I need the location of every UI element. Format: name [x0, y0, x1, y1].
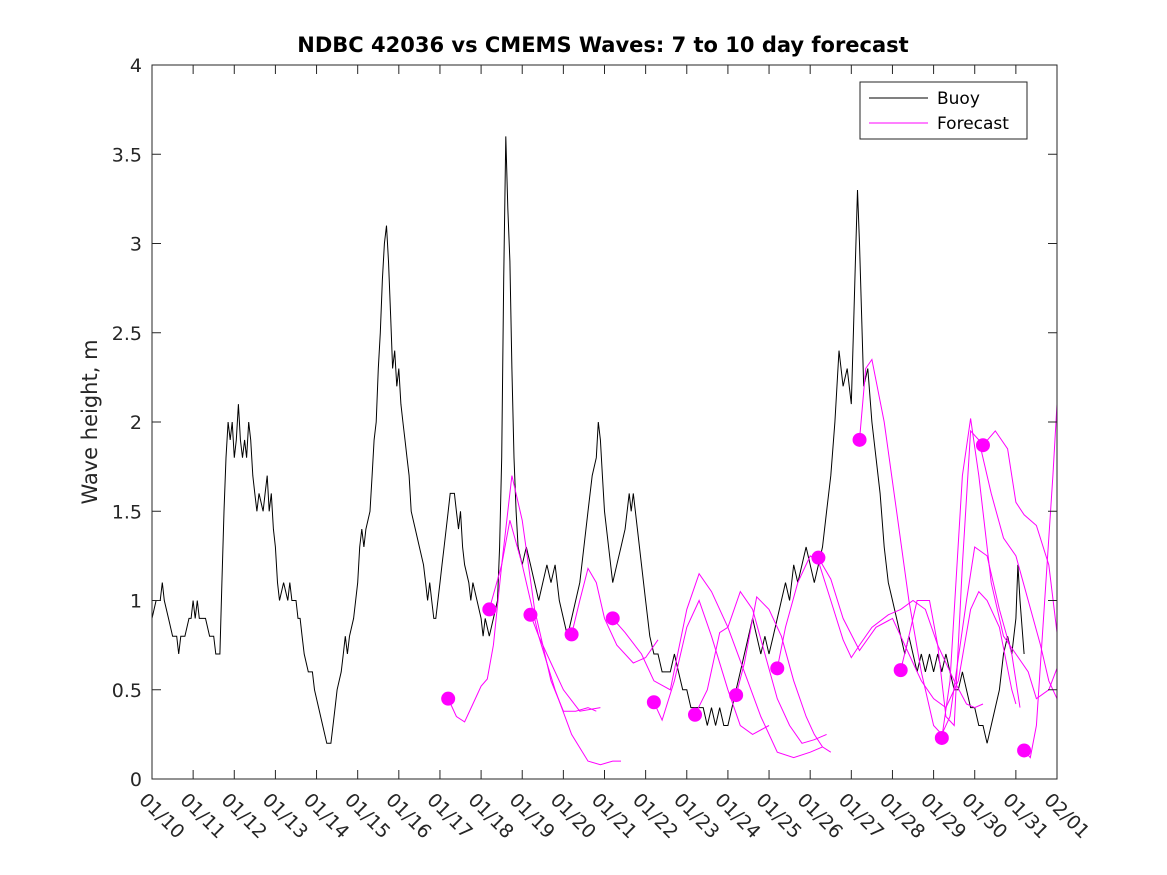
legend-forecast-label: Forecast [937, 114, 1009, 134]
forecast-series-line-15 [1023, 400, 1057, 759]
x-tick-label: 01/17 [422, 789, 476, 843]
forecast-start-marker-15 [1017, 743, 1032, 758]
x-tick-label: 01/16 [381, 789, 435, 843]
forecast-series-line-12 [900, 429, 1057, 727]
forecast-start-marker-5 [605, 611, 620, 626]
x-tick-label: 01/26 [793, 789, 847, 843]
x-tick-label: 01/29 [916, 789, 970, 843]
y-axis-label: Wave height, m [78, 339, 102, 504]
legend: Buoy Forecast [859, 81, 1028, 140]
forecast-start-marker-7 [688, 707, 702, 722]
forecast-start-marker-6 [646, 695, 661, 710]
forecast-series-line-7 [694, 590, 827, 744]
forecast-series-line-1 [447, 475, 597, 723]
forecast-start-marker-11 [852, 432, 867, 447]
forecast-start-marker-3 [523, 607, 538, 622]
forecast-series-line-5 [612, 572, 823, 759]
y-tick-label: 0 [130, 769, 142, 791]
plot-area [152, 136, 1057, 766]
x-tick-label: 01/14 [299, 789, 353, 843]
forecast-start-marker-8 [729, 688, 744, 703]
x-tick-label: 01/10 [134, 789, 188, 843]
buoy-series-line [152, 136, 1025, 744]
x-tick-label: 01/30 [957, 789, 1011, 843]
forecast-series-line-4 [571, 567, 659, 664]
y-tick-label: 0.5 [112, 680, 142, 702]
x-tick-label: 01/24 [710, 789, 764, 843]
forecast-start-marker-1 [441, 691, 456, 706]
x-tick-label: 01/27 [834, 789, 888, 843]
y-tick-label: 1.5 [112, 501, 142, 523]
forecast-start-marker-4 [564, 627, 579, 642]
y-tick-label: 3 [130, 234, 142, 256]
y-tick-label: 1 [130, 591, 142, 613]
legend-buoy-label: Buoy [937, 89, 980, 109]
forecast-start-marker-13 [934, 730, 949, 745]
forecast-start-marker-10 [811, 550, 826, 565]
x-tick-label: 01/13 [258, 789, 312, 843]
forecast-series-line-3 [530, 614, 601, 712]
y-tick-label: 2.5 [112, 323, 142, 345]
x-tick-label: 01/31 [998, 789, 1052, 843]
y-tick-label: 4 [130, 55, 142, 77]
forecast-start-marker-2 [482, 602, 497, 617]
forecast-series-line-10 [817, 557, 1017, 709]
x-tick-label: 01/21 [587, 789, 641, 843]
forecast-series-line-9 [776, 555, 984, 709]
forecast-start-marker-12 [893, 663, 908, 678]
y-tick-label: 3.5 [112, 144, 142, 166]
x-tick-label: 01/19 [505, 789, 559, 843]
forecast-series-line-6 [653, 599, 770, 735]
chart-title: NDBC 42036 vs CMEMS Waves: 7 to 10 day f… [297, 33, 908, 57]
legend-box [859, 81, 1028, 140]
x-tick-label: 01/12 [217, 789, 271, 843]
x-tick-label: 01/28 [875, 789, 929, 843]
forecast-series-line-8 [735, 595, 832, 753]
forecast-series-line-14 [982, 430, 1057, 633]
x-tick-label: 01/23 [669, 789, 723, 843]
forecast-series-line-2 [488, 520, 621, 766]
forecast-series-line-11 [859, 358, 1021, 736]
x-tick-label: 01/15 [340, 789, 394, 843]
forecast-start-marker-14 [975, 438, 990, 453]
x-tick-label: 01/25 [752, 789, 806, 843]
x-tick-label: 01/18 [464, 789, 518, 843]
x-tick-label: 01/22 [628, 789, 682, 843]
forecast-start-marker-9 [770, 661, 785, 676]
x-tick-label: 02/01 [1039, 789, 1093, 843]
y-tick-label: 2 [130, 412, 142, 434]
x-tick-label: 01/11 [176, 789, 230, 843]
x-tick-label: 01/20 [546, 789, 600, 843]
